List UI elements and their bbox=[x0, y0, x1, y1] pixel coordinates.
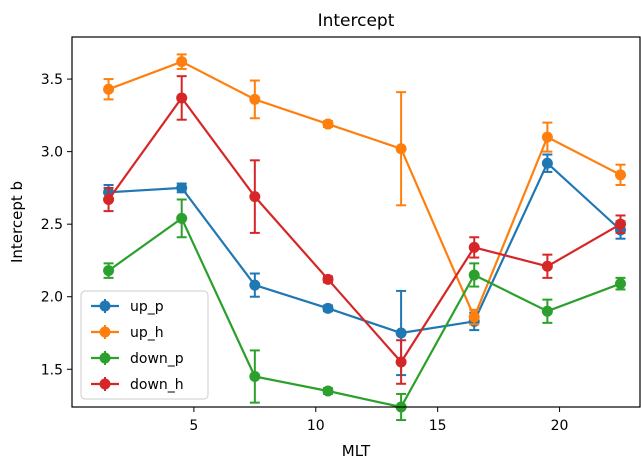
y-tick-label: 3.0 bbox=[41, 145, 63, 161]
plot-frame bbox=[71, 36, 641, 408]
y-axis-label: Intercept b bbox=[8, 181, 26, 263]
axis-ticks: 5 10 15 20 1.5 2.0 2.5 3.0 3.5 bbox=[41, 72, 569, 434]
legend-marker bbox=[99, 352, 111, 364]
data-point bbox=[249, 191, 261, 203]
x-tick-label: 5 bbox=[189, 418, 198, 434]
chart-title: Intercept bbox=[318, 11, 395, 31]
data-point bbox=[322, 273, 334, 285]
data-point bbox=[541, 305, 553, 317]
legend-item-down_h: down_h bbox=[91, 377, 184, 393]
data-point bbox=[541, 131, 553, 143]
legend-marker bbox=[99, 300, 111, 312]
data-point bbox=[103, 194, 115, 206]
series-down_p bbox=[103, 198, 626, 422]
data-point bbox=[103, 83, 115, 95]
x-tick-label: 20 bbox=[551, 418, 569, 434]
legend-item-up_h: up_h bbox=[91, 325, 164, 341]
series-up_h bbox=[103, 53, 626, 326]
series-line-up_h bbox=[108, 60, 622, 320]
legend-label: up_h bbox=[130, 325, 164, 341]
data-point bbox=[468, 241, 480, 253]
data-point bbox=[322, 302, 334, 314]
data-point bbox=[176, 212, 188, 224]
data-point bbox=[176, 56, 188, 68]
legend-marker bbox=[99, 326, 111, 338]
data-point bbox=[614, 278, 626, 290]
legend-item-up_p: up_p bbox=[91, 299, 164, 315]
legend-label: up_p bbox=[130, 299, 164, 315]
data-point bbox=[395, 143, 407, 155]
legend-label: down_p bbox=[130, 351, 184, 367]
x-axis-label: MLT bbox=[342, 442, 371, 459]
data-point bbox=[395, 356, 407, 368]
y-tick-label: 1.5 bbox=[41, 362, 63, 378]
data-point bbox=[322, 118, 334, 130]
data-point bbox=[103, 265, 115, 277]
data-point bbox=[249, 371, 261, 383]
data-point bbox=[176, 182, 188, 194]
y-tick-label: 2.0 bbox=[41, 290, 63, 306]
x-tick-label: 10 bbox=[307, 418, 325, 434]
data-point bbox=[468, 269, 480, 281]
plot-area bbox=[103, 53, 626, 422]
data-point bbox=[176, 92, 188, 104]
data-point bbox=[541, 260, 553, 272]
y-tick-label: 2.5 bbox=[41, 217, 63, 233]
series-line-down_p bbox=[107, 216, 621, 409]
data-point bbox=[249, 279, 261, 291]
data-point bbox=[322, 385, 334, 397]
legend-label: down_h bbox=[130, 377, 184, 393]
y-tick-label: 3.5 bbox=[41, 72, 63, 88]
x-tick-label: 15 bbox=[429, 418, 447, 434]
data-point bbox=[614, 218, 626, 230]
legend: up_p up_h down_p down_h bbox=[80, 290, 209, 400]
data-point bbox=[395, 327, 407, 339]
legend-box bbox=[80, 290, 209, 400]
series-down_h bbox=[103, 75, 626, 385]
data-point bbox=[249, 93, 261, 105]
legend-marker bbox=[99, 378, 111, 390]
series-line-down_h bbox=[107, 96, 622, 364]
data-point bbox=[614, 169, 626, 181]
legend-item-down_p: down_p bbox=[91, 351, 184, 367]
data-point bbox=[468, 311, 480, 323]
data-point bbox=[541, 157, 553, 169]
